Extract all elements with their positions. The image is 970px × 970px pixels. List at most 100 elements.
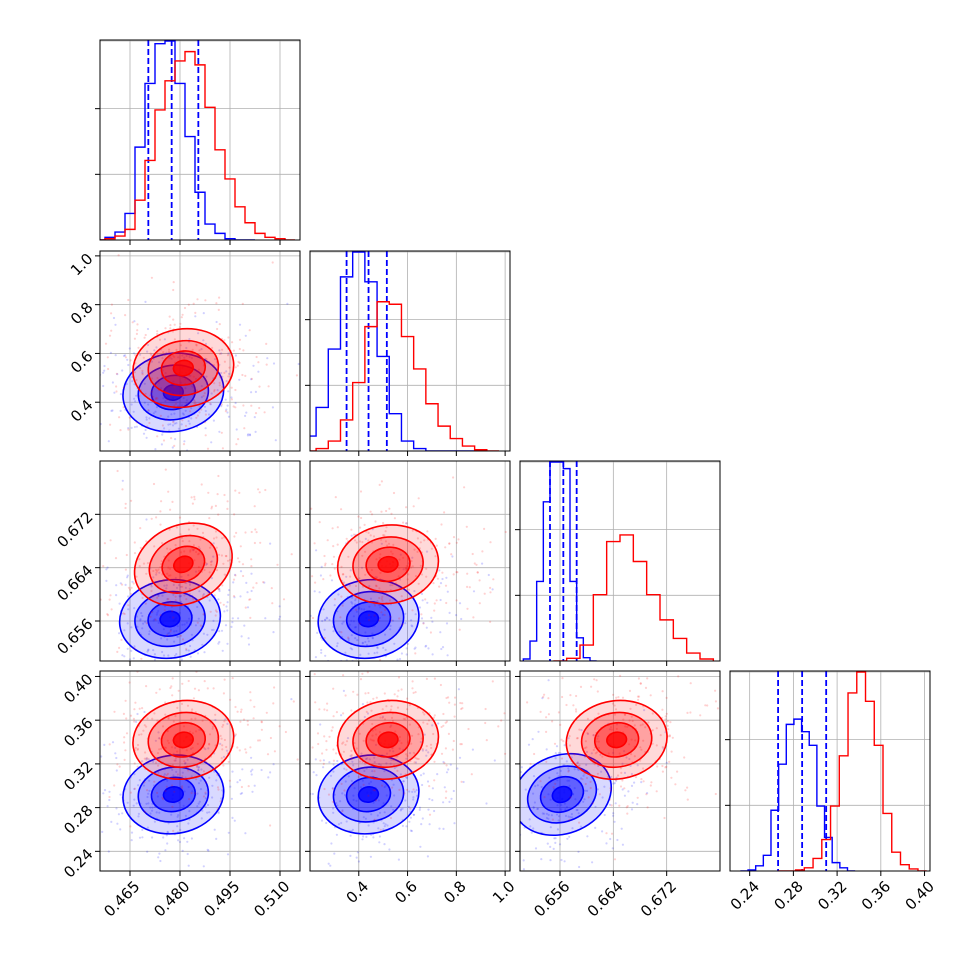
scatter-point-1 <box>228 366 231 369</box>
contour-0-3 <box>159 610 181 628</box>
scatter-point-0 <box>568 835 571 838</box>
scatter-point-1 <box>164 468 167 471</box>
scatter-point-0 <box>373 652 376 655</box>
scatter-point-1 <box>196 742 199 745</box>
scatter-point-0 <box>373 756 376 759</box>
scatter-point-0 <box>146 826 149 829</box>
scatter-point-1 <box>219 800 222 803</box>
scatter-point-0 <box>221 789 224 792</box>
scatter-point-1 <box>311 616 315 620</box>
scatter-point-0 <box>132 657 135 660</box>
scatter-point-1 <box>364 692 367 695</box>
scatter-point-1 <box>253 541 256 545</box>
scatter-point-0 <box>167 822 170 825</box>
scatter-point-0 <box>549 845 552 848</box>
scatter-point-1 <box>220 757 223 760</box>
scatter-point-0 <box>111 741 115 744</box>
panel-1-1-plot-area <box>310 251 510 451</box>
scatter-point-0 <box>384 665 386 667</box>
scatter-point-1 <box>215 302 218 305</box>
scatter-point-1 <box>595 679 598 682</box>
scatter-point-1 <box>433 609 436 612</box>
scatter-point-1 <box>236 710 239 713</box>
scatter-point-1 <box>162 439 166 442</box>
scatter-point-0 <box>79 750 81 752</box>
scatter-point-1 <box>125 553 128 557</box>
scatter-point-0 <box>153 618 156 621</box>
scatter-point-0 <box>580 777 583 780</box>
scatter-point-1 <box>238 338 242 341</box>
scatter-point-1 <box>637 653 639 655</box>
scatter-point-0 <box>114 323 117 326</box>
scatter-point-0 <box>145 416 148 419</box>
scatter-point-0 <box>94 412 96 414</box>
scatter-point-1 <box>257 361 260 364</box>
scatter-point-0 <box>379 764 382 767</box>
scatter-point-0 <box>311 792 314 796</box>
scatter-point-1 <box>535 666 537 668</box>
scatter-point-0 <box>142 622 145 625</box>
scatter-point-1 <box>466 607 469 610</box>
scatter-point-1 <box>115 372 118 375</box>
scatter-point-1 <box>231 677 234 680</box>
scatter-point-0 <box>389 624 392 627</box>
scatter-point-0 <box>364 817 367 820</box>
scatter-point-1 <box>124 699 127 702</box>
scatter-point-1 <box>135 421 138 424</box>
scatter-point-0 <box>410 624 413 627</box>
scatter-point-0 <box>461 796 463 798</box>
scatter-point-0 <box>421 599 424 602</box>
scatter-point-0 <box>572 793 575 796</box>
scatter-point-1 <box>345 740 349 743</box>
scatter-point-1 <box>136 743 140 747</box>
scatter-point-1 <box>273 686 276 689</box>
scatter-point-1 <box>398 567 401 570</box>
scatter-point-0 <box>630 784 634 787</box>
scatter-point-0 <box>571 816 574 819</box>
scatter-point-1 <box>170 685 173 688</box>
scatter-point-0 <box>576 808 579 812</box>
scatter-point-0 <box>540 858 543 861</box>
scatter-point-1 <box>631 719 634 723</box>
scatter-point-1 <box>220 431 223 434</box>
scatter-point-0 <box>244 414 247 417</box>
scatter-point-1 <box>452 739 455 743</box>
scatter-point-1 <box>133 708 136 711</box>
scatter-point-1 <box>106 613 109 616</box>
scatter-point-1 <box>504 752 507 755</box>
scatter-point-0 <box>460 617 463 621</box>
scatter-point-0 <box>220 797 223 800</box>
scatter-point-1 <box>397 676 401 679</box>
scatter-point-1 <box>266 753 270 756</box>
scatter-point-1 <box>162 798 165 801</box>
scatter-point-1 <box>342 712 345 715</box>
scatter-point-1 <box>322 578 325 581</box>
scatter-point-0 <box>621 788 624 791</box>
scatter-point-1 <box>118 646 121 649</box>
scatter-point-1 <box>397 689 400 692</box>
scatter-point-1 <box>192 544 195 547</box>
contour-1-2 <box>161 545 206 584</box>
scatter-point-1 <box>276 563 279 566</box>
scatter-point-0 <box>119 582 122 585</box>
scatter-point-0 <box>381 613 384 616</box>
scatter-point-0 <box>545 816 548 820</box>
scatter-point-1 <box>120 583 124 586</box>
scatter-point-0 <box>172 380 175 383</box>
scatter-point-1 <box>180 551 183 554</box>
scatter-point-0 <box>271 776 273 778</box>
scatter-point-0 <box>359 653 362 656</box>
scatter-point-1 <box>282 598 286 601</box>
scatter-point-1 <box>202 770 205 773</box>
scatter-point-1 <box>333 567 336 570</box>
scatter-point-0 <box>344 780 347 783</box>
contour-1-2 <box>160 721 207 758</box>
x-tick-label-0-3: 0.510 <box>250 877 293 920</box>
scatter-point-0 <box>332 763 335 766</box>
contour-0-1 <box>332 590 405 648</box>
scatter-point-0 <box>137 815 140 818</box>
scatter-point-0 <box>498 820 500 822</box>
scatter-point-0 <box>603 785 606 788</box>
scatter-point-0 <box>217 812 220 815</box>
scatter-point-1 <box>254 528 257 531</box>
